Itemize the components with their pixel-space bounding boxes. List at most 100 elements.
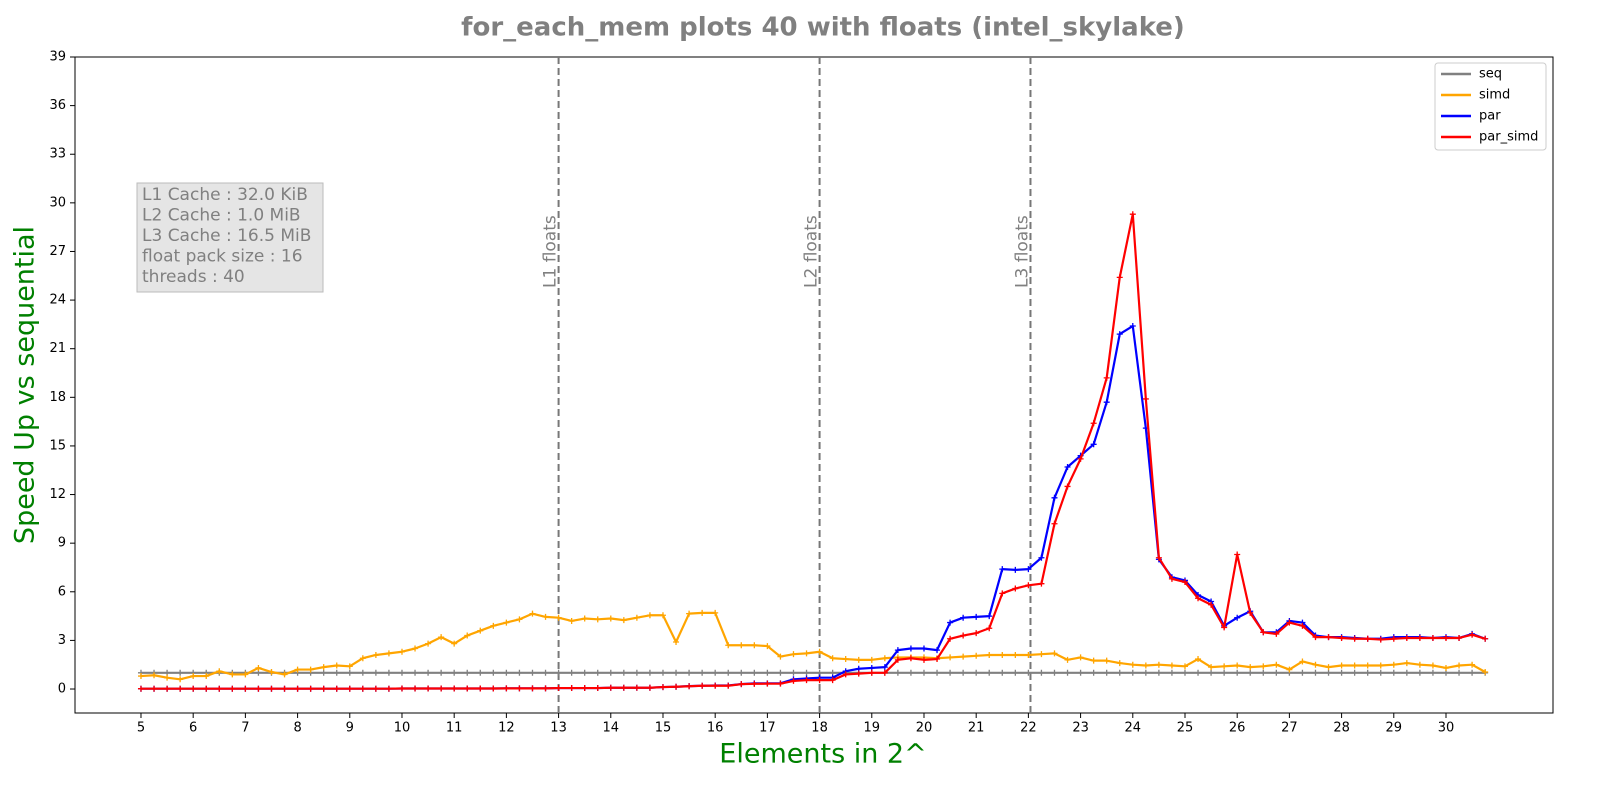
series-marker bbox=[920, 669, 927, 676]
series-marker bbox=[398, 685, 405, 692]
series-marker bbox=[790, 651, 797, 658]
x-tick-label: 26 bbox=[1229, 721, 1246, 736]
series-marker bbox=[594, 669, 601, 676]
series-marker bbox=[920, 645, 927, 652]
series-marker bbox=[986, 613, 993, 620]
series-marker bbox=[1456, 662, 1463, 669]
series-marker bbox=[673, 639, 680, 646]
series-marker bbox=[659, 684, 666, 691]
series-marker bbox=[151, 685, 158, 692]
x-tick-label: 8 bbox=[293, 721, 301, 736]
x-tick-label: 19 bbox=[864, 721, 881, 736]
series-marker bbox=[137, 673, 144, 680]
series-marker bbox=[1234, 614, 1241, 621]
series-marker bbox=[790, 669, 797, 676]
series-marker bbox=[1012, 651, 1019, 658]
series-marker bbox=[1325, 669, 1332, 676]
series-marker bbox=[1260, 669, 1267, 676]
series-marker bbox=[1403, 669, 1410, 676]
y-tick-label: 36 bbox=[49, 98, 66, 113]
x-tick-label: 30 bbox=[1438, 721, 1455, 736]
series-marker bbox=[1208, 601, 1215, 608]
x-tick-label: 5 bbox=[137, 721, 145, 736]
series-marker bbox=[203, 685, 210, 692]
series-marker bbox=[842, 671, 849, 678]
series-marker bbox=[451, 669, 458, 676]
series-marker bbox=[1103, 399, 1110, 406]
series-marker bbox=[1377, 669, 1384, 676]
series-marker bbox=[881, 669, 888, 676]
series-marker bbox=[855, 656, 862, 663]
series-marker bbox=[868, 669, 875, 676]
series-marker bbox=[542, 685, 549, 692]
series-marker bbox=[216, 685, 223, 692]
series-marker bbox=[764, 669, 771, 676]
series-marker bbox=[398, 648, 405, 655]
series-marker bbox=[1025, 582, 1032, 589]
series-marker bbox=[1416, 634, 1423, 641]
series-marker bbox=[594, 685, 601, 692]
series-marker bbox=[372, 651, 379, 658]
series-marker bbox=[1195, 656, 1202, 663]
y-tick-label: 15 bbox=[49, 438, 66, 453]
series-marker bbox=[464, 669, 471, 676]
series-marker bbox=[1469, 669, 1476, 676]
series-marker bbox=[503, 619, 510, 626]
series-marker bbox=[1051, 520, 1058, 527]
series-marker bbox=[307, 685, 314, 692]
series-marker bbox=[712, 669, 719, 676]
y-tick-label: 33 bbox=[49, 147, 66, 162]
series-marker bbox=[294, 685, 301, 692]
series-marker bbox=[594, 616, 601, 623]
series-marker bbox=[333, 669, 340, 676]
series-marker bbox=[203, 673, 210, 680]
series-marker bbox=[346, 669, 353, 676]
series-marker bbox=[1051, 650, 1058, 657]
series-marker bbox=[516, 685, 523, 692]
series-marker bbox=[633, 669, 640, 676]
legend-label: par bbox=[1479, 109, 1501, 124]
series-marker bbox=[333, 685, 340, 692]
annotation-line: L3 Cache : 16.5 MiB bbox=[142, 226, 311, 246]
series-marker bbox=[1312, 634, 1319, 641]
series-marker bbox=[712, 682, 719, 689]
series-marker bbox=[503, 685, 510, 692]
series-marker bbox=[790, 677, 797, 684]
series-marker bbox=[620, 684, 627, 691]
series-marker bbox=[346, 663, 353, 670]
y-tick-label: 18 bbox=[49, 390, 66, 405]
series-marker bbox=[385, 650, 392, 657]
series-marker bbox=[803, 669, 810, 676]
series-marker bbox=[999, 669, 1006, 676]
x-tick-label: 28 bbox=[1333, 721, 1350, 736]
series-marker bbox=[1390, 669, 1397, 676]
series-marker bbox=[1090, 657, 1097, 664]
series-marker bbox=[490, 622, 497, 629]
series-marker bbox=[464, 685, 471, 692]
series-marker bbox=[1129, 661, 1136, 668]
series-marker bbox=[1181, 579, 1188, 586]
y-tick-label: 9 bbox=[58, 536, 66, 551]
series-marker bbox=[633, 614, 640, 621]
cache-line-label: L1 floats bbox=[541, 215, 561, 288]
series-marker bbox=[581, 669, 588, 676]
series-marker bbox=[816, 677, 823, 684]
series-marker bbox=[777, 653, 784, 660]
series-marker bbox=[151, 672, 158, 679]
x-tick-label: 7 bbox=[241, 721, 249, 736]
legend-label: par_simd bbox=[1479, 130, 1538, 145]
series-marker bbox=[1012, 585, 1019, 592]
y-tick-label: 21 bbox=[49, 341, 66, 356]
series-marker bbox=[1077, 669, 1084, 676]
series-marker bbox=[568, 685, 575, 692]
series-marker bbox=[1155, 554, 1162, 561]
series-marker bbox=[960, 614, 967, 621]
series-marker bbox=[607, 684, 614, 691]
series-marker bbox=[777, 669, 784, 676]
series-marker bbox=[1142, 662, 1149, 669]
series-marker bbox=[555, 614, 562, 621]
series-marker bbox=[738, 642, 745, 649]
x-tick-label: 22 bbox=[1020, 721, 1037, 736]
series-marker bbox=[516, 616, 523, 623]
x-tick-label: 24 bbox=[1125, 721, 1142, 736]
